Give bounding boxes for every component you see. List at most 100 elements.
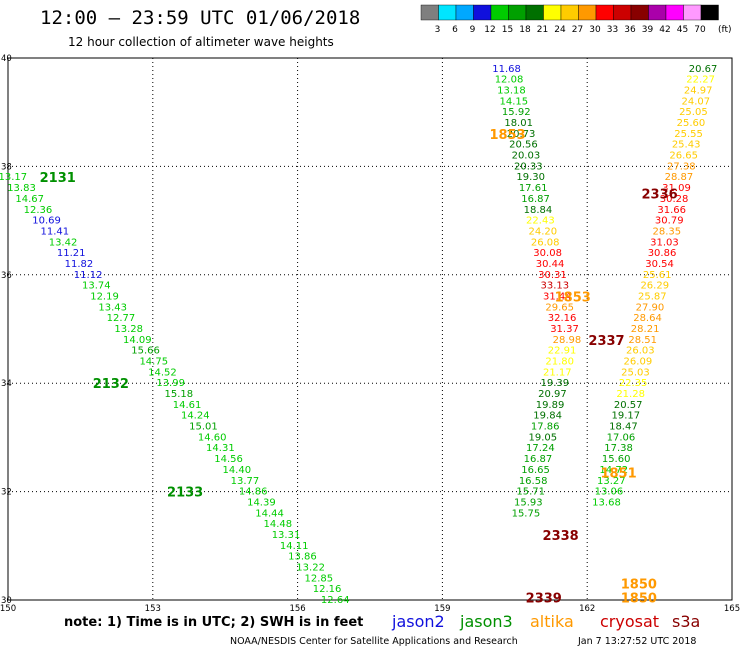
- pass-number-label: 2133: [167, 486, 203, 501]
- pass-number-label: 1850: [621, 591, 657, 606]
- swh-value-point: 22.27: [686, 75, 715, 86]
- swh-value-point: 15.71: [516, 487, 545, 498]
- legend-swatch: [648, 4, 667, 21]
- x-tick-label: 156: [289, 604, 305, 614]
- legend-swatch: [630, 4, 649, 21]
- swh-value-point: 15.18: [165, 389, 194, 400]
- swh-value-point: 31.66: [657, 205, 686, 216]
- swh-value-point: 15.75: [512, 508, 541, 519]
- swh-value-point: 12.19: [90, 291, 119, 302]
- swh-value-point: 17.06: [607, 432, 636, 443]
- pass-number-label: 2338: [543, 529, 579, 544]
- swh-value-point: 20.03: [512, 151, 541, 162]
- swh-value-point: 24.20: [528, 226, 557, 237]
- legend-swatch: [455, 4, 474, 21]
- swh-value-point: 16.87: [521, 194, 550, 205]
- swh-value-point: 13.22: [296, 562, 325, 573]
- swh-value-point: 25.05: [679, 107, 708, 118]
- swh-value-point: 24.97: [684, 86, 713, 97]
- swh-value-point: 25.43: [672, 140, 701, 151]
- swh-value-point: 14.11: [280, 541, 309, 552]
- satellite-jason3-label: jason3: [459, 612, 513, 631]
- legend-bin-label: 70: [694, 25, 706, 35]
- swh-value-point: 15.60: [602, 454, 631, 465]
- swh-value-point: 13.86: [288, 552, 317, 563]
- swh-value-point: 19.05: [528, 432, 557, 443]
- swh-value-point: 21.17: [543, 367, 572, 378]
- swh-value-point: 14.48: [263, 519, 292, 530]
- footer-credit: NOAA/NESDIS Center for Satellite Applica…: [230, 636, 518, 647]
- swh-value-point: 27.38: [667, 161, 696, 172]
- swh-value-point: 13.99: [156, 378, 185, 389]
- legend-bin-label: 36: [624, 25, 636, 35]
- swh-value-point: 31.44: [543, 291, 572, 302]
- swh-value-point: 12.64: [321, 595, 350, 606]
- legend-swatch: [543, 4, 562, 21]
- swh-value-point: 31.37: [550, 324, 579, 335]
- swh-value-point: 11.82: [65, 259, 94, 270]
- swh-value-point: 13.42: [49, 237, 78, 248]
- y-tick-label: 34: [1, 379, 12, 389]
- swh-value-point: 14.09: [123, 335, 152, 346]
- legend-swatch: [578, 4, 597, 21]
- swh-value-point: 13.27: [597, 476, 626, 487]
- swh-value-point: 11.41: [40, 226, 69, 237]
- x-tick-label: 165: [724, 604, 740, 614]
- swh-value-point: 20.57: [614, 400, 643, 411]
- swh-value-point: 14.86: [239, 487, 268, 498]
- swh-value-point: 28.21: [631, 324, 660, 335]
- swh-value-point: 14.61: [173, 400, 202, 411]
- legend-bin-label: 42: [659, 25, 670, 35]
- swh-value-point: 15.92: [502, 107, 531, 118]
- legend-bin-label: 39: [642, 25, 654, 35]
- swh-value-point: 13.68: [592, 497, 621, 508]
- legend-bin-label: 33: [607, 25, 618, 35]
- swh-value-point: 20.56: [509, 140, 538, 151]
- swh-value-point: 14.60: [198, 432, 227, 443]
- legend-bin-label: 30: [589, 25, 601, 35]
- swh-value-point: 25.87: [638, 291, 667, 302]
- swh-value-point: 10.69: [32, 216, 61, 227]
- swh-value-point: 11.21: [57, 248, 86, 259]
- swh-value-point: 26.03: [626, 346, 655, 357]
- swh-value-point: 15.93: [514, 497, 543, 508]
- pass-number-label: 1850: [621, 578, 657, 593]
- swh-value-point: 30.86: [648, 248, 677, 259]
- legend-swatch: [595, 4, 614, 21]
- legend-swatch: [473, 4, 492, 21]
- pass-labels: 2131 2132 2133 1853 2336 1853 2337 1851 2338 1850…: [40, 128, 678, 606]
- legend-swatch: [700, 4, 719, 21]
- swh-value-point: 26.29: [640, 281, 669, 292]
- satellite-altika-label: altika: [530, 612, 574, 631]
- axis-ticks: 150 153 156 159 162 165 30 32 34 36 38 40: [0, 54, 740, 614]
- swh-value-point: 17.24: [526, 443, 555, 454]
- swh-value-point: 13.17: [0, 172, 27, 183]
- swh-value-point: 27.90: [636, 302, 665, 313]
- swh-value-point: 21.80: [545, 357, 574, 368]
- footer-note: note: 1) Time is in UTC; 2) SWH is in fe…: [64, 615, 363, 630]
- swh-value-point: 13.18: [497, 86, 526, 97]
- swh-value-point: 14.24: [181, 411, 210, 422]
- swh-value-point: 26.08: [531, 237, 560, 248]
- y-tick-label: 36: [1, 271, 12, 281]
- swh-value-point: 18.47: [609, 422, 638, 433]
- swh-value-point: 31.03: [650, 237, 679, 248]
- pass-number-label: 2131: [40, 171, 76, 186]
- swh-value-point: 22.91: [548, 346, 577, 357]
- swh-value-point: 16.87: [524, 454, 553, 465]
- swh-value-point: 28.98: [553, 335, 582, 346]
- legend-swatch: [438, 4, 457, 21]
- swh-value-point: 14.40: [222, 465, 251, 476]
- swh-value-point: 22.43: [526, 216, 555, 227]
- swh-value-point: 12.08: [495, 75, 524, 86]
- swh-value-point: 13.74: [82, 281, 111, 292]
- pass-number-label: 1853: [489, 128, 525, 143]
- satellite-legend: jason2 jason3 altika cryosat s3a: [391, 612, 700, 631]
- pass-number-label: 2336: [642, 188, 678, 203]
- swh-value-point: 25.03: [621, 367, 650, 378]
- swh-value-point: 14.39: [247, 497, 276, 508]
- legend-swatch: [560, 4, 579, 21]
- pass-number-label: 2132: [93, 377, 129, 392]
- swh-value-point: 30.54: [645, 259, 674, 270]
